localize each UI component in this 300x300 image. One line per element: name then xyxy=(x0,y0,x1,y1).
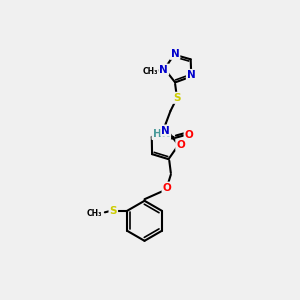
Text: S: S xyxy=(110,206,117,216)
Text: CH₃: CH₃ xyxy=(86,208,102,217)
Text: N: N xyxy=(161,126,170,136)
Text: N: N xyxy=(171,49,179,59)
Text: CH₃: CH₃ xyxy=(142,68,158,76)
Text: O: O xyxy=(184,130,194,140)
Text: HN: HN xyxy=(152,129,170,139)
Text: S: S xyxy=(173,93,180,103)
Text: N: N xyxy=(187,70,196,80)
Text: O: O xyxy=(176,140,185,150)
Text: N: N xyxy=(159,64,168,75)
Text: O: O xyxy=(163,183,171,193)
